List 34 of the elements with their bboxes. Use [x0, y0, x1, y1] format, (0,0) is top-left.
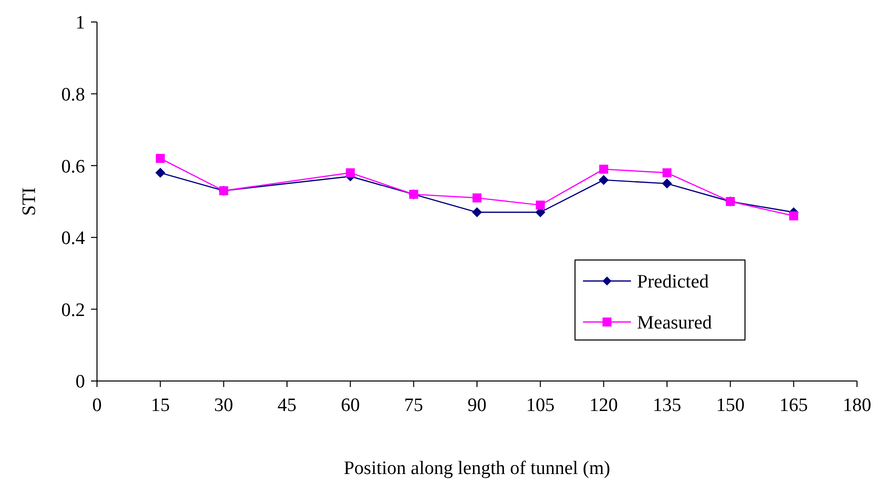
x-tick-label: 90: [468, 395, 486, 416]
x-tick-label: 45: [278, 395, 296, 416]
point: [472, 193, 482, 202]
y-tick-label: 0.8: [61, 84, 85, 106]
x-tick-label: 30: [214, 395, 234, 416]
x-tick-label: 165: [779, 395, 808, 416]
point: [156, 154, 165, 163]
x-axis-title: Position along length of tunnel (m): [344, 458, 610, 479]
point: [346, 168, 355, 178]
y-tick-label: 0.6: [61, 156, 85, 178]
y-tick-label: 0.4: [61, 228, 86, 250]
x-tick-label: 15: [150, 395, 170, 416]
legend-label: Predicted: [637, 272, 710, 293]
y-tick-label: 0.2: [61, 300, 85, 321]
point: [662, 178, 672, 189]
x-tick-label: 105: [526, 395, 555, 416]
x-tick-label: 180: [842, 395, 872, 416]
point: [598, 174, 609, 185]
y-axis-title: STI: [19, 187, 40, 216]
point: [599, 164, 608, 174]
legend-label: Measured: [637, 312, 712, 334]
x-tick-label: 60: [340, 395, 360, 416]
y-tick-label: 0: [76, 372, 85, 393]
x-tick-label: 120: [589, 395, 618, 416]
x-tick-label: 150: [716, 395, 745, 416]
y-tick-label: 1: [76, 12, 85, 34]
point: [472, 207, 482, 218]
point: [155, 168, 166, 178]
x-tick-label: 75: [404, 395, 424, 416]
point: [662, 168, 672, 178]
x-tick-label: 135: [652, 395, 682, 416]
point: [536, 200, 545, 210]
point: [789, 211, 798, 220]
x-tick-label: 0: [92, 395, 102, 416]
